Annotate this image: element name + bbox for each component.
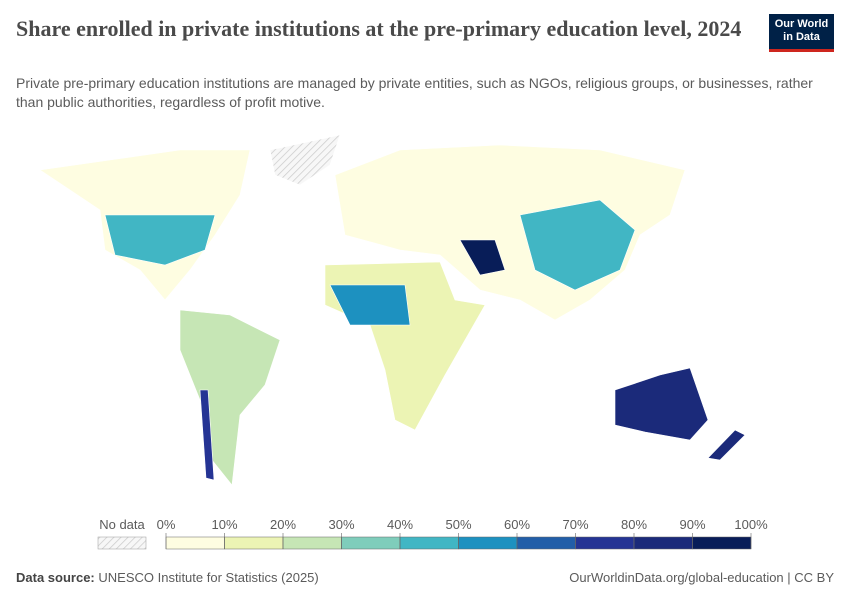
legend-tick-label: 100% [734, 517, 768, 532]
legend-tick-label: 0% [157, 517, 176, 532]
legend-tick-label: 70% [562, 517, 588, 532]
legend-swatch [282, 536, 342, 550]
legend-tick-label: 40% [387, 517, 413, 532]
china [519, 199, 636, 291]
legend-swatch [516, 536, 576, 550]
source-label: Data source: [16, 570, 95, 585]
iran [459, 239, 506, 276]
legend-swatch [692, 536, 752, 550]
legend-swatch [224, 536, 284, 550]
landmasses [39, 134, 746, 486]
url[interactable]: OurWorldinData.org/global-education | CC… [569, 570, 834, 585]
south-america [179, 309, 281, 486]
legend-swatch [399, 536, 459, 550]
usa [104, 214, 216, 266]
source: Data source: UNESCO Institute for Statis… [16, 570, 319, 585]
no-data-label: No data [99, 517, 145, 532]
legend-swatch [458, 536, 518, 550]
west-africa [329, 284, 411, 326]
legend-tick-label: 10% [211, 517, 237, 532]
new-zealand [707, 429, 746, 461]
logo-line: Our World [774, 18, 829, 30]
source-text: UNESCO Institute for Statistics (2025) [98, 570, 319, 585]
logo-line: in Data [783, 31, 820, 43]
title: Share enrolled in private institutions a… [16, 16, 742, 41]
legend-tick-label: 30% [328, 517, 354, 532]
legend-tick-label: 80% [621, 517, 647, 532]
legend-swatch [633, 536, 693, 550]
legend-tick-label: 60% [504, 517, 530, 532]
legend-swatch [165, 536, 225, 550]
australia [614, 367, 709, 441]
subtitle: Private pre-primary education institutio… [16, 75, 813, 110]
chile [199, 389, 215, 481]
legend-tick-label: 90% [679, 517, 705, 532]
greenland [269, 134, 341, 186]
legend-swatch [341, 536, 401, 550]
legend-swatch [575, 536, 635, 550]
logo[interactable]: Our World in Data [769, 14, 834, 52]
legend-tick-label: 50% [445, 517, 471, 532]
legend-tick-label: 20% [270, 517, 296, 532]
no-data-swatch [97, 536, 147, 550]
legend: No data 0% 10% 20% 30% 40% 50% 60% 70% 80% 90% 100… [97, 517, 768, 550]
